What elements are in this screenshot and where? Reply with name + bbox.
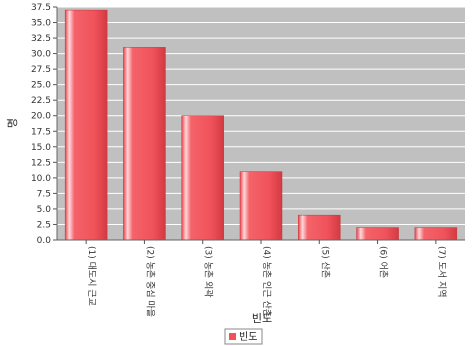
y-axis: 0.0 2.5 5.0 7.5 10.0 12.5 15.0 17.5 20.0 22.5 25.0… <box>31 3 58 246</box>
y-tick-label: 10.0 <box>31 174 51 184</box>
x-axis: (1) 대도시 근교 (2) 농촌 중심 마을 (3) 농촌 외곽 (4) 농촌 인근… <box>57 239 465 317</box>
y-tick-label: 27.5 <box>31 65 51 75</box>
bar <box>181 115 224 241</box>
y-tick-label: 35.0 <box>31 19 51 29</box>
legend: 빈도 <box>224 328 263 345</box>
x-tick-label: (3) 농촌 외곽 <box>203 246 215 298</box>
y-tick-label: 2.5 <box>37 220 51 230</box>
bar <box>414 227 458 241</box>
x-tick-label: (5) 산촌 <box>319 246 330 278</box>
y-tick-label: 7.5 <box>37 189 51 199</box>
y-tick-label: 30.0 <box>31 50 51 60</box>
y-tick-label: 22.5 <box>31 96 51 106</box>
bar <box>298 214 341 241</box>
y-axis-title: 명 <box>6 118 19 128</box>
y-tick-label: 20.0 <box>31 112 51 122</box>
bar <box>356 227 399 241</box>
legend-box <box>224 328 263 345</box>
y-tick-label: 5.0 <box>37 205 52 215</box>
y-tick-label: 25.0 <box>31 81 51 91</box>
y-tick-label: 17.5 <box>31 127 51 137</box>
y-tick-label: 15.0 <box>31 143 51 153</box>
y-tick-label: 37.5 <box>31 3 51 13</box>
x-tick-label: (6) 어촌 <box>378 246 389 278</box>
legend-swatch <box>229 333 236 340</box>
x-axis-title: 빈도 <box>252 312 272 325</box>
bars <box>64 9 458 241</box>
x-tick-label: (7) 도서 지역 <box>436 246 447 298</box>
y-tick-label: 12.5 <box>31 158 51 168</box>
x-tick-label: (1) 대도시 근교 <box>86 246 97 306</box>
y-tick-label: 0.0 <box>37 236 52 246</box>
y-tick-label: 32.5 <box>31 34 51 44</box>
x-tick-label: (2) 농촌 중심 마을 <box>144 246 155 317</box>
x-tick-label: (4) 농촌 인근 산촌 <box>261 246 272 317</box>
legend-label: 빈도 <box>239 331 257 343</box>
bar <box>239 171 283 241</box>
bar <box>64 9 108 241</box>
bar <box>123 47 166 241</box>
